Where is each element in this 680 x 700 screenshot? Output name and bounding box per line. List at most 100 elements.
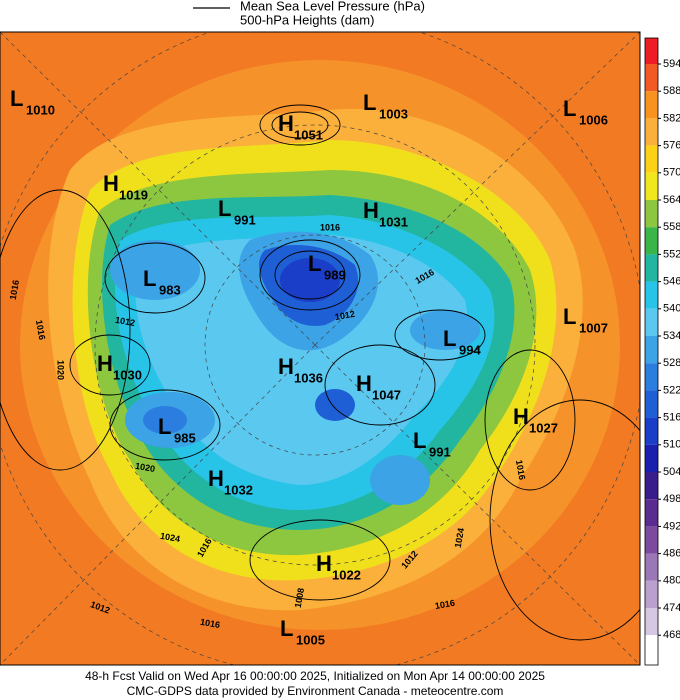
color-swatch	[645, 526, 658, 554]
colorbar-label: 516	[663, 412, 680, 424]
colorbar-label: 468	[663, 629, 680, 641]
center-letter: H	[513, 404, 529, 429]
colorbar-label: 570	[663, 167, 680, 179]
isobar-label: 1012	[114, 315, 135, 328]
colorbar-label: 552	[663, 248, 680, 260]
center-value: 1006	[579, 112, 608, 127]
colorbar-label: 480	[663, 575, 680, 587]
center-letter: L	[563, 96, 576, 121]
colorbar-label: 564	[663, 194, 680, 206]
colorbar-label: 588	[663, 85, 680, 97]
center-letter: H	[97, 351, 113, 376]
isobar-label: 1020	[56, 360, 66, 380]
color-swatch	[645, 635, 658, 665]
color-swatch	[645, 38, 658, 64]
center-value: 991	[429, 444, 451, 459]
color-swatch	[645, 254, 658, 282]
center-value: 1010	[26, 102, 55, 117]
center-letter: H	[356, 371, 372, 396]
footer-line: CMC-GDPS data provided by Environment Ca…	[127, 684, 504, 698]
colorbar-label: 594	[663, 58, 680, 70]
center-letter: L	[10, 86, 23, 111]
center-letter: H	[363, 198, 379, 223]
center-value: 1047	[372, 387, 401, 402]
isobar-label: 1016	[434, 598, 455, 611]
isobar-label: 1016	[320, 222, 340, 232]
isobar-label: 1012	[334, 309, 355, 322]
center-value: 1019	[119, 187, 148, 202]
isobar-label: 1016	[199, 617, 220, 630]
colorbar-label: 498	[663, 493, 680, 505]
isobar-label: 1008	[293, 587, 306, 608]
color-swatch	[645, 580, 658, 608]
colorbar-label: 540	[663, 303, 680, 315]
center-letter: H	[278, 111, 294, 136]
center-letter: H	[103, 171, 119, 196]
center-value: 994	[459, 342, 481, 357]
legend-item: 500-hPa Heights (dam)	[240, 12, 374, 27]
center-value: 983	[159, 282, 181, 297]
center-letter: L	[218, 196, 231, 221]
color-swatch	[645, 281, 658, 309]
center-value: 1030	[113, 367, 142, 382]
center-letter: H	[208, 466, 224, 491]
color-swatch	[645, 172, 658, 200]
center-value: 991	[234, 212, 256, 227]
colorbar-label: 486	[663, 548, 680, 560]
isobar-label: 1024	[159, 531, 180, 544]
center-value: 985	[174, 430, 196, 445]
color-swatch	[645, 91, 658, 119]
color-swatch	[645, 145, 658, 173]
color-swatch	[645, 363, 658, 391]
colorbar: 594 588 582 576 570 564 558 552 546 540 534 528 522 5…	[644, 37, 680, 666]
color-swatch	[645, 444, 658, 472]
center-letter: L	[563, 304, 576, 329]
center-letter: L	[363, 90, 376, 115]
center-value: 1022	[332, 567, 361, 582]
center-value: 989	[324, 267, 346, 282]
center-letter: L	[413, 428, 426, 453]
color-swatch	[645, 608, 658, 636]
colorbar-label: 582	[663, 112, 680, 124]
color-swatch	[645, 390, 658, 418]
center-letter: L	[308, 251, 321, 276]
isobar-label: 1016	[8, 279, 21, 300]
colorbar-label: 492	[663, 520, 680, 532]
color-swatch	[645, 227, 658, 255]
center-letter: H	[316, 551, 332, 576]
color-swatch	[645, 308, 658, 336]
center-value: 1005	[296, 632, 325, 647]
colorbar-label: 474	[663, 602, 680, 614]
isobar-label: 1016	[34, 319, 47, 340]
legend-item: Mean Sea Level Pressure (hPa)	[240, 0, 425, 13]
color-swatch	[645, 553, 658, 581]
footer-line: 48-h Fcst Valid on Wed Apr 16 00:00:00 2…	[85, 669, 545, 683]
colorbar-label: 534	[663, 330, 680, 342]
colorbar-label: 558	[663, 221, 680, 233]
color-swatch	[645, 499, 658, 527]
center-letter: L	[280, 616, 293, 641]
colorbar-frame	[644, 37, 659, 666]
center-value: 1051	[294, 127, 323, 142]
center-letter: L	[158, 414, 171, 439]
center-value: 1027	[529, 420, 558, 435]
center-value: 1003	[379, 106, 408, 121]
center-value: 1036	[294, 370, 323, 385]
colorbar-label: 528	[663, 357, 680, 369]
center-letter: L	[443, 326, 456, 351]
height-field	[0, 31, 641, 666]
center-letter: L	[143, 266, 156, 291]
colorbar-label: 504	[663, 466, 680, 478]
isobar-label: 1024	[453, 527, 466, 548]
color-swatch	[645, 336, 658, 364]
center-letter: H	[278, 354, 294, 379]
colorbar-label: 510	[663, 439, 680, 451]
colorbar-label: 522	[663, 384, 680, 396]
color-swatch	[645, 417, 658, 445]
isobar-label: 1020	[134, 461, 155, 474]
color-swatch	[645, 118, 658, 146]
color-swatch	[645, 200, 658, 228]
